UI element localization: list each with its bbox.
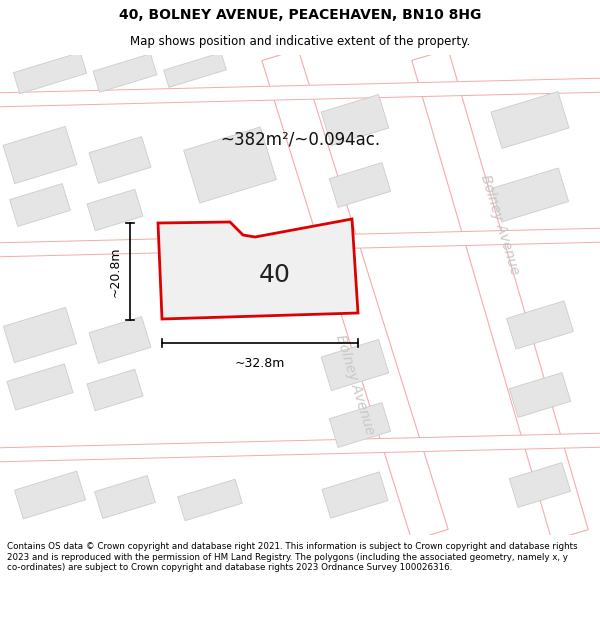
Text: 40: 40 [259, 263, 291, 287]
Polygon shape [178, 479, 242, 521]
Text: Map shows position and indicative extent of the property.: Map shows position and indicative extent… [130, 35, 470, 48]
Polygon shape [491, 168, 569, 222]
Text: 40, BOLNEY AVENUE, PEACEHAVEN, BN10 8HG: 40, BOLNEY AVENUE, PEACEHAVEN, BN10 8HG [119, 8, 481, 22]
Text: ~382m²/~0.094ac.: ~382m²/~0.094ac. [220, 131, 380, 149]
Polygon shape [13, 52, 86, 94]
Polygon shape [89, 317, 151, 363]
Polygon shape [321, 339, 389, 391]
Polygon shape [10, 184, 70, 226]
Polygon shape [184, 127, 276, 203]
Polygon shape [87, 189, 143, 231]
Polygon shape [0, 228, 600, 257]
Polygon shape [87, 369, 143, 411]
Polygon shape [14, 471, 85, 519]
Text: Contains OS data © Crown copyright and database right 2021. This information is : Contains OS data © Crown copyright and d… [7, 542, 578, 572]
Polygon shape [262, 49, 448, 541]
Text: ~32.8m: ~32.8m [235, 357, 285, 370]
Text: Bolney Avenue: Bolney Avenue [478, 173, 522, 277]
Polygon shape [4, 308, 77, 362]
Polygon shape [93, 54, 157, 92]
Polygon shape [509, 462, 571, 508]
Polygon shape [412, 49, 588, 541]
Text: Bolney Avenue: Bolney Avenue [333, 333, 377, 437]
Polygon shape [509, 372, 571, 418]
Polygon shape [7, 364, 73, 410]
Polygon shape [322, 472, 388, 518]
Polygon shape [329, 402, 391, 448]
Polygon shape [0, 78, 600, 107]
Polygon shape [0, 433, 600, 462]
Polygon shape [506, 301, 574, 349]
Polygon shape [158, 219, 358, 319]
Polygon shape [321, 94, 389, 146]
Polygon shape [164, 52, 226, 88]
Polygon shape [95, 476, 155, 518]
Polygon shape [3, 126, 77, 184]
Text: ~20.8m: ~20.8m [109, 246, 122, 297]
Polygon shape [89, 137, 151, 183]
Polygon shape [491, 92, 569, 148]
Polygon shape [329, 162, 391, 208]
